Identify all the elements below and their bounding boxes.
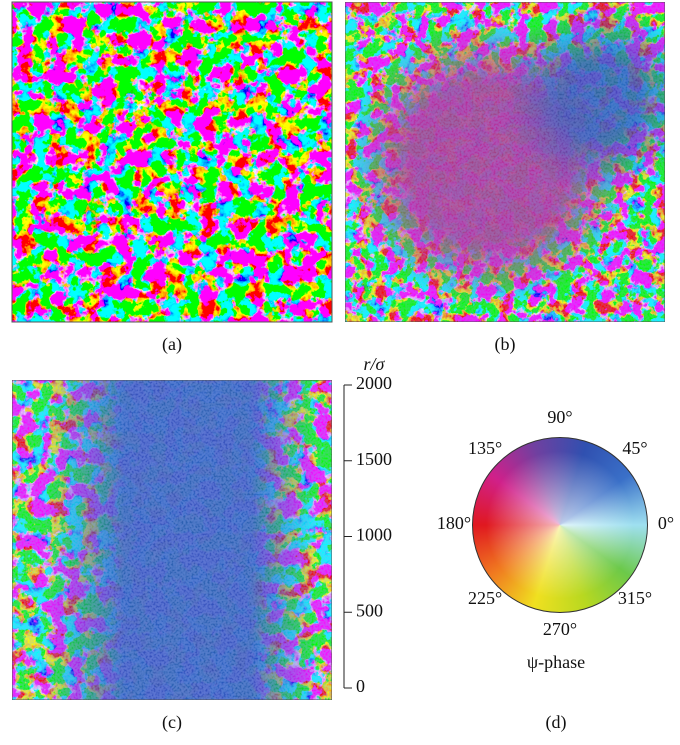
panel-b-map <box>345 2 665 322</box>
color-wheel <box>472 437 648 613</box>
panel-label: (c) <box>162 712 182 733</box>
angle-label: 180° <box>437 513 471 533</box>
panel-c-map <box>12 380 332 700</box>
angle-label: 270° <box>543 619 577 639</box>
axis-label: r/σ <box>364 354 386 374</box>
angle-label: 225° <box>468 588 502 608</box>
y-tick-label: 0 <box>356 676 365 696</box>
wheel-title: ψ-phase <box>527 652 585 672</box>
angle-label: 315° <box>618 588 652 608</box>
angle-label: 45° <box>622 438 647 458</box>
angle-label: 0° <box>658 513 674 533</box>
panel-label: (a) <box>162 334 182 355</box>
y-tick-label: 1000 <box>356 525 392 545</box>
angle-label: 90° <box>547 407 572 427</box>
panel-label: (b) <box>495 334 516 355</box>
y-tick-label: 1500 <box>356 449 392 469</box>
y-tick-label: 2000 <box>356 373 392 393</box>
panel-a-map <box>12 2 332 322</box>
figure: (a) (b) (c) (d) r/σ ψ-phase 0 500 1000 1500… <box>0 0 680 740</box>
angle-label: 135° <box>468 438 502 458</box>
panel-label: (d) <box>546 712 567 733</box>
y-tick-label: 500 <box>356 600 383 620</box>
